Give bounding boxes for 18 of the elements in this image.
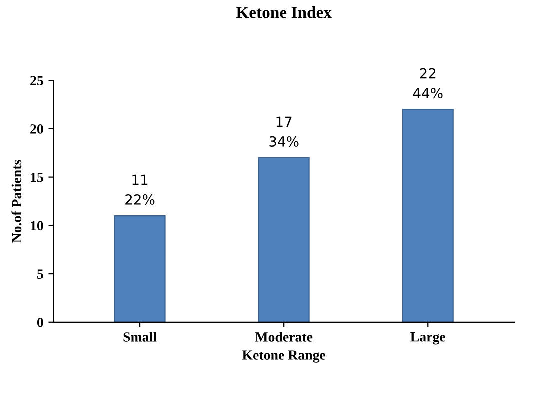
y-tick-label: 15 [31,172,44,182]
bar [114,215,166,322]
x-tick-label: Small [124,332,157,342]
bar [402,109,454,322]
y-tick-label: 5 [37,270,44,279]
y-axis-title: No.of Patients [12,160,22,243]
y-tick-label: 20 [30,124,44,134]
bar [258,157,310,322]
y-tick-label: 10 [31,221,44,231]
y-tick-label: 25 [30,76,44,86]
x-tick-label: Large [410,332,446,345]
chart-title: Ketone Index [236,6,332,18]
y-tick-label: 0 [37,318,44,328]
x-axis-title: Ketone Range [242,350,326,363]
x-tick-label: Moderate [255,332,313,342]
data-label: 11 22% [126,174,155,205]
data-label: 17 34% [270,116,299,147]
data-label: 22 44% [413,68,443,99]
